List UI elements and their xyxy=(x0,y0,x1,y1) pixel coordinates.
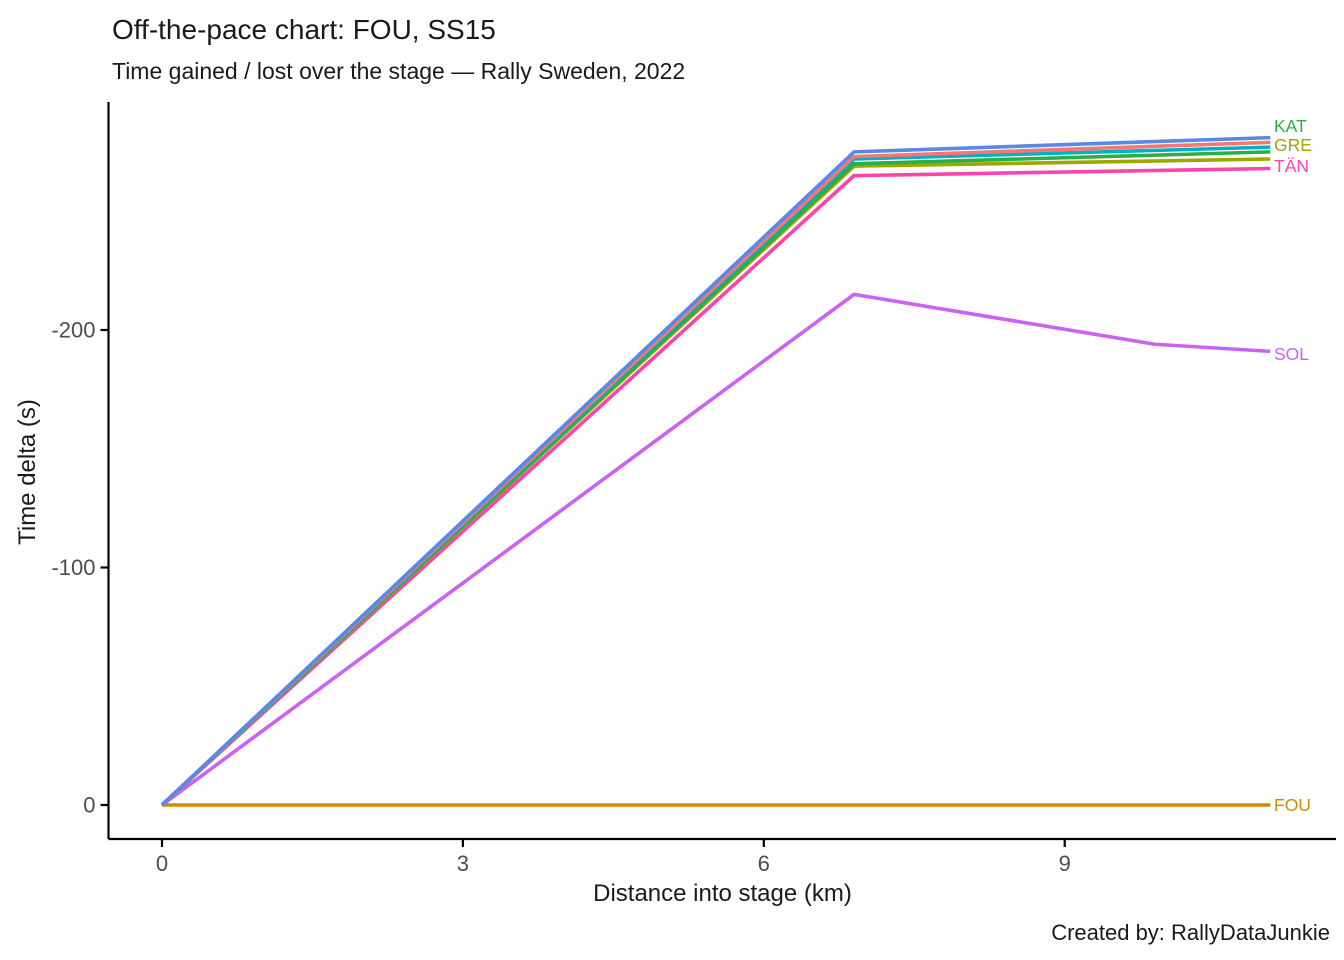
chart-subtitle: Time gained / lost over the stage — Rall… xyxy=(112,58,686,84)
series-line-F8766D xyxy=(160,140,1271,807)
series-end-label-FOU: FOU xyxy=(1274,795,1311,815)
x-tick-label: 0 xyxy=(156,851,168,876)
series-line-KAT xyxy=(160,150,1271,807)
series-end-label-GRE: GRE xyxy=(1274,135,1312,155)
series-end-label-TÄN: TÄN xyxy=(1274,156,1309,176)
series-line-TÄN xyxy=(160,166,1271,807)
x-tick-label: 6 xyxy=(758,851,770,876)
x-axis-title: Distance into stage (km) xyxy=(593,880,852,907)
y-tick-label: 0 xyxy=(83,793,95,818)
series-end-label-KAT: KAT xyxy=(1274,116,1307,136)
series-end-label-SOL: SOL xyxy=(1274,344,1309,364)
series-line-5689E8 xyxy=(160,135,1271,807)
x-tick-label: 9 xyxy=(1059,851,1071,876)
series-line-GRE xyxy=(160,157,1271,807)
y-tick-label: -200 xyxy=(51,318,95,343)
series-line-SOL xyxy=(160,292,1271,807)
chart-title: Off-the-pace chart: FOU, SS15 xyxy=(112,14,496,45)
series-line-00AFC8 xyxy=(160,145,1271,807)
y-tick-label: -100 xyxy=(51,555,95,580)
x-tick-label: 3 xyxy=(457,851,469,876)
chart-caption: Created by: RallyDataJunkie xyxy=(1051,920,1330,945)
